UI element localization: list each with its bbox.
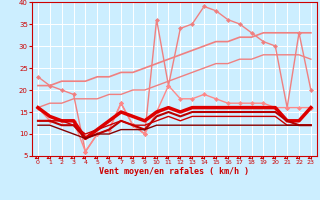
X-axis label: Vent moyen/en rafales ( km/h ): Vent moyen/en rafales ( km/h ) xyxy=(100,167,249,176)
